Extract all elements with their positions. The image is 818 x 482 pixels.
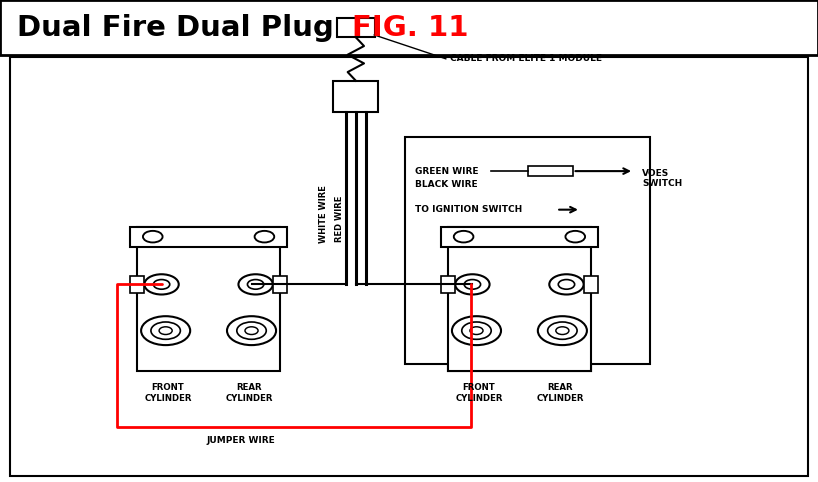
Circle shape — [143, 231, 163, 242]
Circle shape — [538, 316, 587, 345]
Bar — [273, 276, 287, 293]
Circle shape — [461, 322, 491, 339]
Circle shape — [237, 322, 267, 339]
Bar — [528, 166, 573, 176]
Text: FRONT
CYLINDER: FRONT CYLINDER — [455, 383, 503, 402]
Bar — [584, 276, 598, 293]
Text: CABLE FROM ELITE 1 MODULE: CABLE FROM ELITE 1 MODULE — [450, 54, 602, 63]
Bar — [448, 227, 591, 371]
Bar — [334, 80, 378, 112]
Text: WHITE WIRE: WHITE WIRE — [318, 186, 328, 243]
Bar — [441, 276, 455, 293]
Bar — [0, 0, 818, 55]
Circle shape — [454, 231, 474, 242]
Circle shape — [470, 327, 483, 335]
Bar — [441, 227, 598, 247]
Text: RED WIRE: RED WIRE — [335, 196, 344, 242]
Bar — [137, 227, 280, 371]
Bar — [130, 276, 144, 293]
Circle shape — [548, 322, 578, 339]
Bar — [405, 137, 650, 364]
Circle shape — [548, 322, 578, 339]
Circle shape — [550, 274, 584, 295]
Circle shape — [461, 322, 491, 339]
Circle shape — [559, 280, 574, 289]
Circle shape — [538, 316, 587, 345]
Bar — [441, 276, 455, 293]
Circle shape — [556, 327, 569, 335]
Text: TO IGNITION SWITCH: TO IGNITION SWITCH — [415, 205, 522, 214]
Text: FRONT
CYLINDER: FRONT CYLINDER — [144, 383, 192, 402]
Circle shape — [550, 274, 584, 295]
Text: VOES
SWITCH: VOES SWITCH — [642, 169, 682, 188]
Circle shape — [452, 316, 501, 345]
Bar — [337, 18, 375, 38]
Circle shape — [245, 327, 258, 335]
Circle shape — [159, 327, 173, 335]
Circle shape — [470, 327, 483, 335]
Text: REAR
CYLINDER: REAR CYLINDER — [225, 383, 273, 402]
Circle shape — [559, 280, 574, 289]
Circle shape — [556, 327, 569, 335]
Text: Dual Fire Dual Plug: Dual Fire Dual Plug — [16, 14, 344, 42]
Bar — [584, 276, 598, 293]
Circle shape — [565, 231, 585, 242]
Circle shape — [247, 280, 263, 289]
Circle shape — [227, 316, 276, 345]
Bar — [10, 57, 808, 476]
Circle shape — [239, 274, 273, 295]
Text: FIG. 11: FIG. 11 — [352, 14, 468, 42]
Text: BLACK WIRE: BLACK WIRE — [415, 180, 478, 188]
Circle shape — [452, 316, 501, 345]
Circle shape — [142, 316, 190, 345]
Bar — [130, 227, 287, 247]
Circle shape — [465, 280, 481, 289]
Circle shape — [455, 274, 489, 295]
Circle shape — [254, 231, 274, 242]
Circle shape — [454, 231, 474, 242]
Circle shape — [154, 280, 170, 289]
Bar — [441, 227, 598, 247]
Circle shape — [151, 322, 180, 339]
Circle shape — [465, 280, 481, 289]
Circle shape — [565, 231, 585, 242]
Text: GREEN WIRE: GREEN WIRE — [415, 167, 479, 175]
Circle shape — [145, 274, 178, 295]
Bar — [448, 227, 591, 371]
Text: JUMPER WIRE: JUMPER WIRE — [207, 436, 276, 444]
Circle shape — [455, 274, 489, 295]
Text: REAR
CYLINDER: REAR CYLINDER — [536, 383, 584, 402]
